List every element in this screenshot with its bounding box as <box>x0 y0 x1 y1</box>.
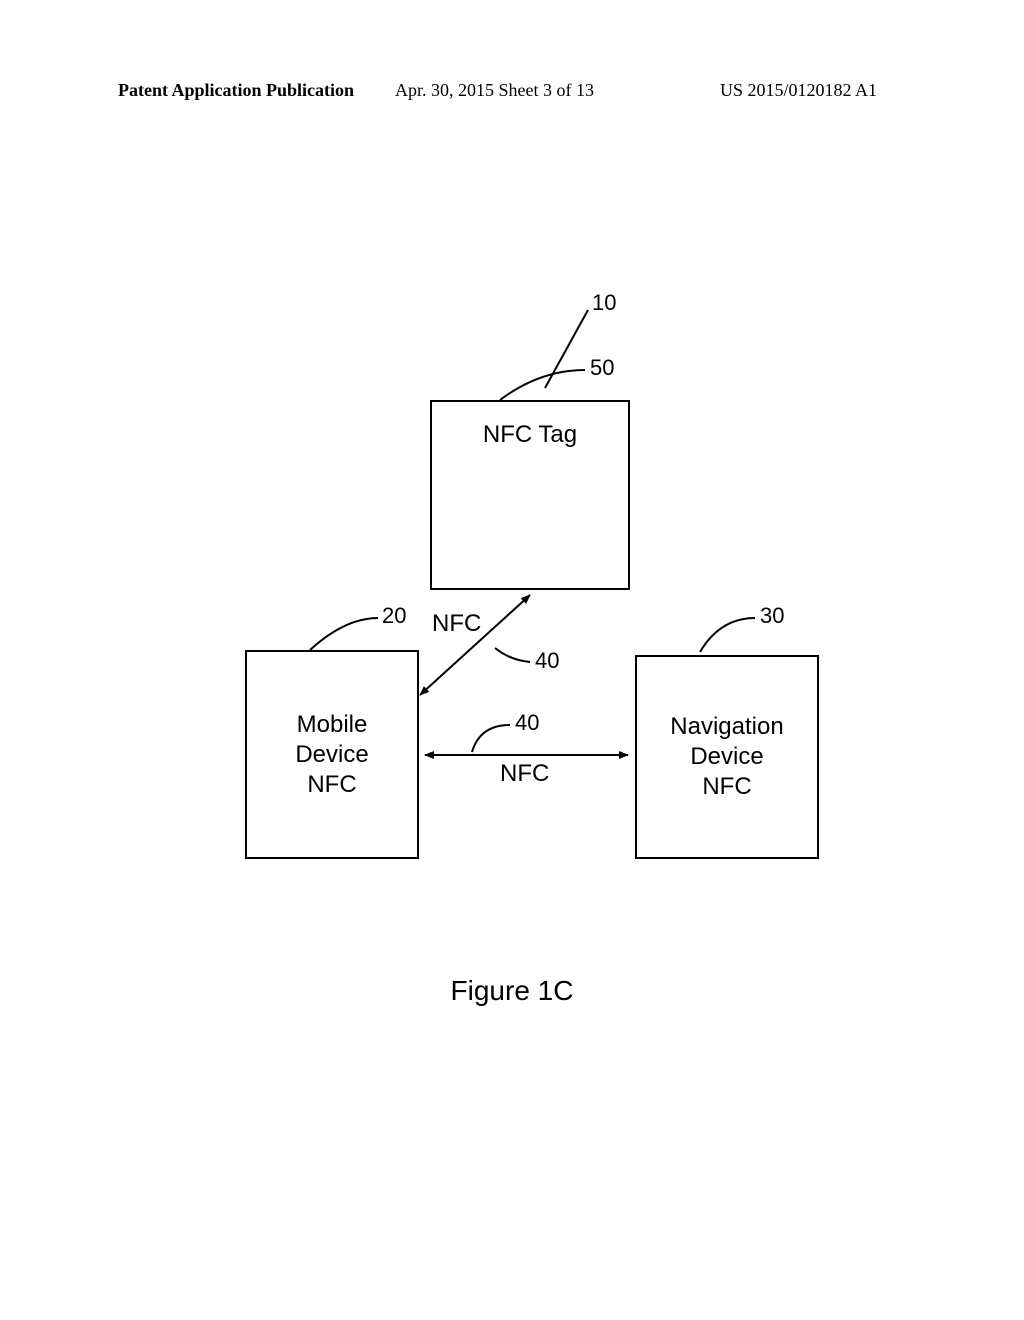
nfc-tag-box: NFC Tag <box>430 400 630 590</box>
leader-10 <box>545 310 588 388</box>
leader-40-lower <box>472 725 510 752</box>
nfc-tag-label: NFC Tag <box>483 420 577 450</box>
header-right: US 2015/0120182 A1 <box>720 80 877 101</box>
nav-line1: Navigation <box>670 712 783 742</box>
mobile-device-box: Mobile Device NFC <box>245 650 419 859</box>
ref-50: 50 <box>590 355 614 381</box>
figure-caption: Figure 1C <box>0 975 1024 1007</box>
patent-page: Patent Application Publication Apr. 30, … <box>0 0 1024 1320</box>
leader-50 <box>500 370 585 400</box>
nfc-label-horizontal: NFC <box>500 760 549 788</box>
mobile-line2: Device <box>295 740 368 770</box>
nfc-label-diagonal: NFC <box>432 610 481 638</box>
nav-line3: NFC <box>702 772 751 802</box>
leader-40-upper <box>495 648 530 662</box>
leader-20 <box>310 618 378 650</box>
mobile-line3: NFC <box>307 770 356 800</box>
diagram-overlay <box>0 0 1024 1320</box>
ref-10: 10 <box>592 290 616 316</box>
leader-30 <box>700 618 755 652</box>
navigation-device-box: Navigation Device NFC <box>635 655 819 859</box>
ref-40-lower: 40 <box>515 710 539 736</box>
mobile-line1: Mobile <box>297 710 368 740</box>
header-center: Apr. 30, 2015 Sheet 3 of 13 <box>395 80 594 101</box>
nav-line2: Device <box>690 742 763 772</box>
ref-40-upper: 40 <box>535 648 559 674</box>
header-left: Patent Application Publication <box>118 80 354 101</box>
ref-20: 20 <box>382 603 406 629</box>
ref-30: 30 <box>760 603 784 629</box>
